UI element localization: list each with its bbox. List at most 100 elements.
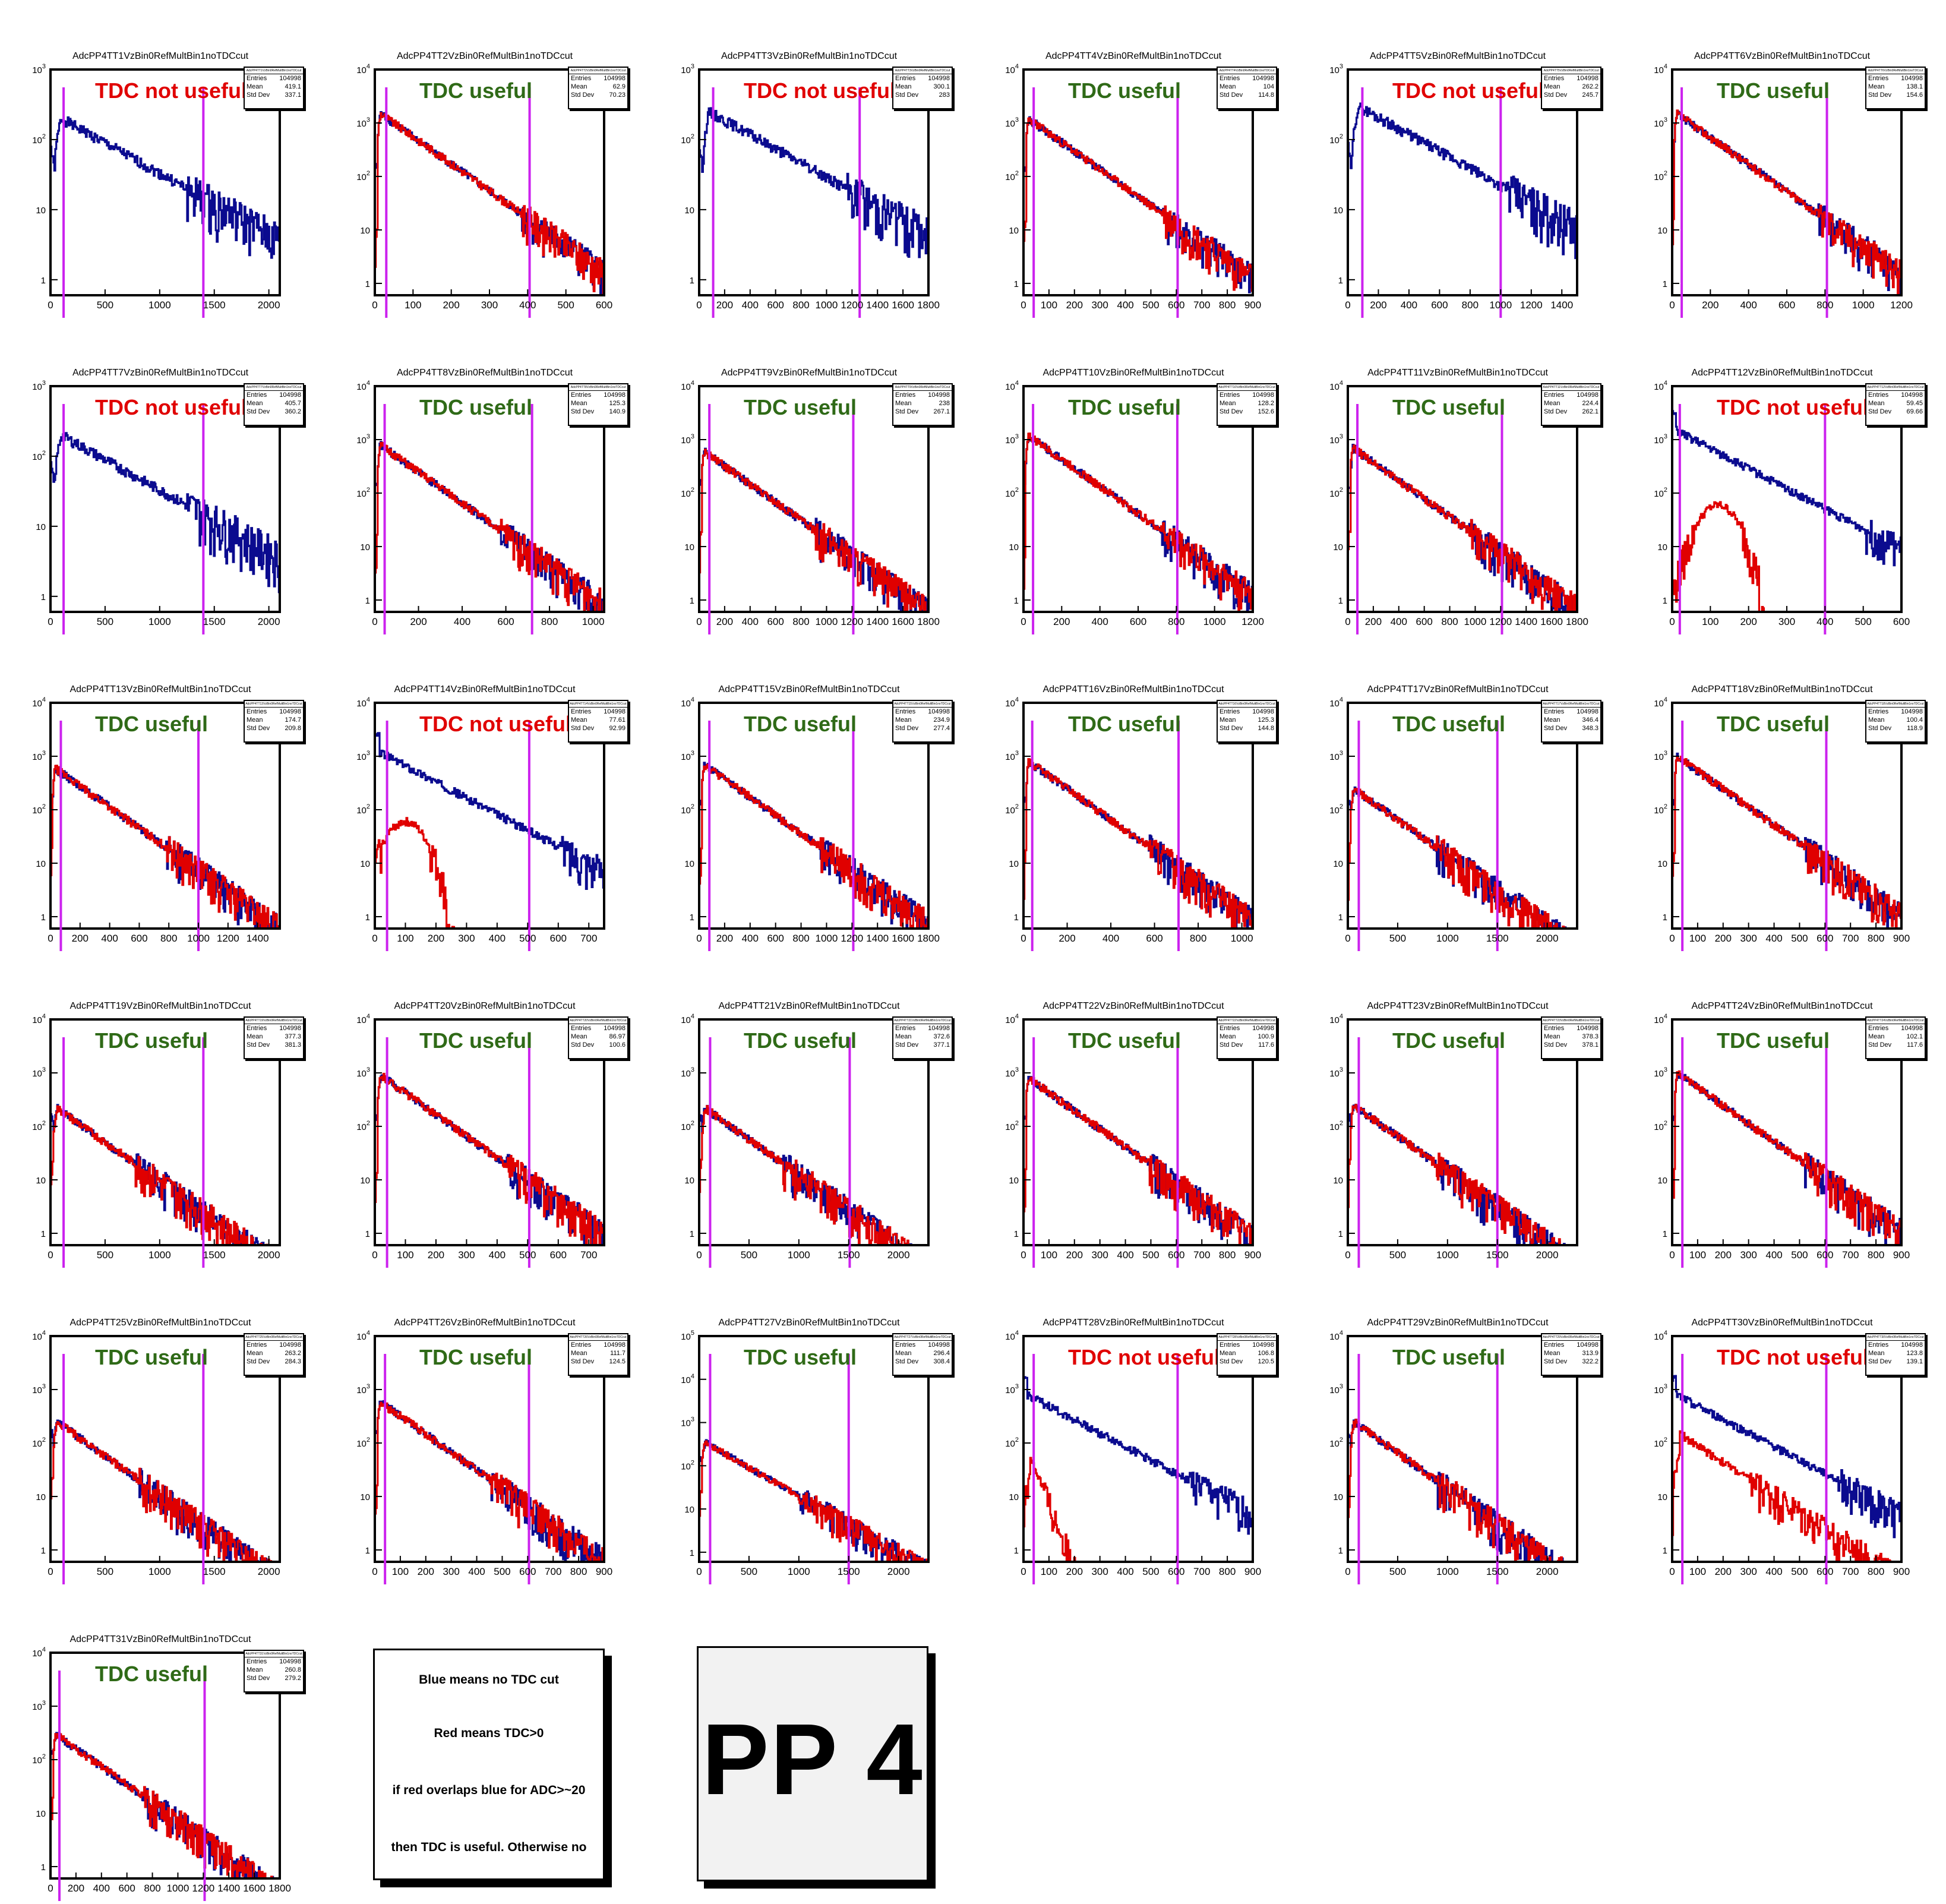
x-tick-label: 400 — [1102, 933, 1119, 944]
x-tick-label: 600 — [1817, 1566, 1833, 1577]
y-tick-label: 102 — [1654, 170, 1667, 182]
stats-std-label: Std Dev — [1544, 1358, 1568, 1365]
histogram-plot: 0 500 1000 1500 2000 1 10 102 103 104 — [1329, 1330, 1578, 1584]
stats-std-row: Std Dev 381.3 — [245, 1041, 303, 1049]
histogram-title: AdcPP4TT5VzBin0RefMultBin1noTDCcut — [1369, 51, 1546, 61]
stats-mean-value: 128.2 — [1258, 400, 1274, 407]
histogram-plot: 0 100 200 300 400 500 600 700 800 900 1 10 102 103 104 — [356, 1330, 612, 1584]
stats-box: AdcPP4TT9VzBin0RefMultBin1noTDCcut Entrie… — [892, 383, 953, 426]
x-tick-label: 1200 — [192, 1883, 214, 1894]
stats-std-label: Std Dev — [1544, 408, 1568, 415]
stats-entries-value: 104998 — [1252, 75, 1274, 82]
stats-mean-label: Mean — [571, 1350, 587, 1357]
x-tick-label: 800 — [1219, 299, 1236, 311]
stats-mean-label: Mean — [247, 1033, 263, 1040]
x-tick-label: 0 — [372, 933, 377, 944]
stats-std-value: 284.3 — [285, 1358, 301, 1365]
stats-entries-value: 104998 — [279, 1341, 301, 1349]
stats-std-value: 308.4 — [933, 1358, 950, 1365]
x-tick-label: 400 — [1817, 616, 1833, 627]
x-tick-label: 1500 — [1486, 1566, 1509, 1577]
x-tick-label: 1000 — [1436, 1249, 1459, 1261]
plot-frame — [374, 1335, 605, 1563]
histogram-plot: 0 200 400 600 800 1000 1200 1400 1600 1800 1 10 102 1… — [32, 1646, 291, 1901]
y-tick-label: 103 — [32, 1383, 46, 1395]
tdc-useful-label: TDC useful — [419, 78, 533, 103]
stats-mean-row: Mean 260.8 — [245, 1666, 303, 1674]
tdc-positive-curve — [1348, 788, 1577, 930]
x-tick-label: 0 — [1021, 933, 1026, 944]
stats-std-label: Std Dev — [247, 725, 270, 732]
x-tick-label: 700 — [580, 1249, 597, 1261]
x-tick-label: 400 — [1765, 1249, 1782, 1261]
histogram-plot: 0 100 200 300 400 500 600 700 1 10 102 103 104 — [356, 1013, 605, 1268]
x-tick-label: 300 — [481, 299, 498, 311]
x-tick-label: 100 — [1689, 1249, 1706, 1261]
y-tick-label: 104 — [32, 1330, 46, 1342]
stats-mean-value: 102.1 — [1906, 1033, 1923, 1040]
stats-mean-row: Mean 378.3 — [1542, 1032, 1600, 1041]
x-tick-label: 1800 — [1566, 616, 1588, 627]
stats-entries-row: Entries 104998 — [893, 74, 952, 83]
x-tick-label: 1000 — [167, 1883, 189, 1894]
stats-mean-value: 262.2 — [1582, 83, 1598, 90]
stats-box: AdcPP4TT17VzBin0RefMultBin1noTDCcut Entri… — [1541, 700, 1601, 743]
stats-std-row: Std Dev 117.6 — [1218, 1041, 1276, 1049]
x-tick-label: 500 — [557, 299, 574, 311]
stats-std-label: Std Dev — [895, 1358, 919, 1365]
histogram-plot: 0 100 200 300 400 500 600 700 800 900 1 10 102 103 104 — [1005, 1013, 1261, 1268]
y-tick-label: 103 — [356, 1066, 370, 1079]
stats-box: AdcPP4TT4VzBin0RefMultBin1noTDCcut Entrie… — [1217, 67, 1277, 109]
x-tick-label: 200 — [1066, 1249, 1083, 1261]
x-tick-label: 1800 — [917, 616, 940, 627]
plot-frame — [698, 385, 930, 613]
y-tick-label: 10 — [684, 1505, 694, 1515]
x-tick-label: 500 — [1791, 933, 1808, 944]
histogram-panel: AdcPP4TT12VzBin0RefMultBin1noTDCcut 0 100 2… — [1622, 317, 1942, 634]
x-tick-label: 500 — [97, 616, 113, 627]
y-tick-label: 10 — [36, 859, 46, 869]
stats-entries-label: Entries — [1868, 708, 1889, 715]
x-tick-label: 100 — [397, 933, 413, 944]
stats-std-label: Std Dev — [247, 91, 270, 99]
stats-box: AdcPP4TT27VzBin0RefMultBin1noTDCcut Entri… — [892, 1333, 953, 1376]
stats-entries-label: Entries — [1544, 1025, 1565, 1032]
x-tick-label: 0 — [48, 933, 53, 944]
x-tick-label: 0 — [1021, 299, 1026, 311]
x-tick-label: 500 — [97, 1249, 113, 1261]
y-tick-label: 103 — [32, 63, 46, 75]
no-tdc-cut-curve — [1672, 110, 1901, 296]
x-tick-label: 1600 — [243, 1883, 266, 1894]
tdc-useful-label: TDC useful — [1068, 712, 1182, 736]
x-tick-label: 600 — [1893, 616, 1910, 627]
y-tick-label: 10 — [1333, 206, 1343, 216]
stats-entries-row: Entries 104998 — [1218, 708, 1276, 716]
x-tick-label: 700 — [1193, 1249, 1210, 1261]
x-tick-label: 100 — [405, 299, 421, 311]
x-tick-label: 200 — [1715, 933, 1732, 944]
x-tick-label: 1200 — [1241, 616, 1264, 627]
x-tick-label: 800 — [1219, 1566, 1236, 1577]
x-tick-label: 400 — [1117, 1249, 1133, 1261]
tdc-useful-label: TDC useful — [419, 395, 533, 419]
x-tick-label: 400 — [454, 616, 470, 627]
y-tick-label: 103 — [1329, 750, 1343, 762]
y-tick-label: 10 — [1009, 1492, 1019, 1502]
histogram-panel: AdcPP4TT4VzBin0RefMultBin1noTDCcut 0 100 20… — [973, 0, 1294, 318]
histogram-panel: AdcPP4TT8VzBin0RefMultBin1noTDCcut 0 200 40… — [324, 317, 645, 634]
x-tick-label: 100 — [1689, 1566, 1706, 1577]
y-tick-label: 10 — [684, 1176, 694, 1186]
y-tick-label: 1 — [365, 912, 370, 923]
x-tick-label: 900 — [1893, 1249, 1910, 1261]
tdc-useful-label: TDC useful — [744, 395, 857, 419]
stats-entries-label: Entries — [1868, 391, 1889, 399]
y-tick-label: 1 — [1014, 1229, 1019, 1239]
x-tick-label: 0 — [48, 616, 53, 627]
stats-std-label: Std Dev — [571, 91, 595, 99]
stats-mean-value: 125.3 — [609, 400, 626, 407]
x-tick-label: 600 — [1817, 933, 1833, 944]
histogram-title: AdcPP4TT30VzBin0RefMultBin1noTDCcut — [1691, 1318, 1873, 1328]
stats-std-value: 262.1 — [1582, 408, 1598, 415]
x-tick-label: 800 — [1441, 616, 1458, 627]
x-tick-label: 600 — [1431, 299, 1448, 311]
